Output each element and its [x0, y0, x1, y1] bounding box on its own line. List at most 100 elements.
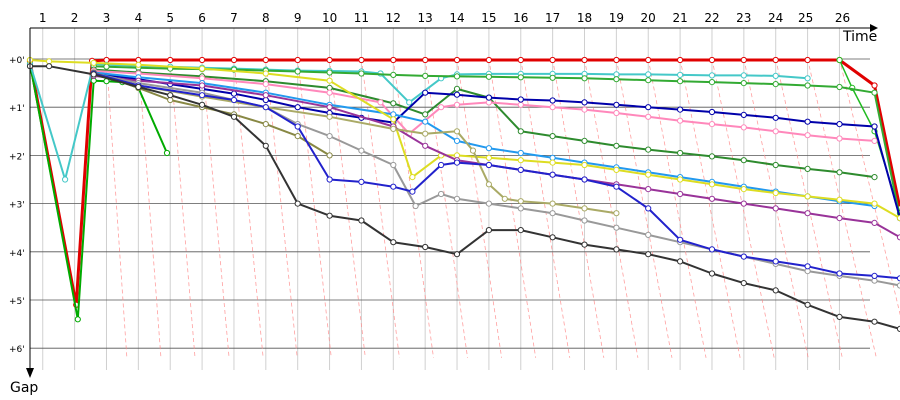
lap-label-4: 4 — [135, 11, 143, 25]
series-4-point-22 — [772, 81, 779, 88]
series-14-point-10 — [438, 161, 445, 169]
series-7-point-21 — [772, 114, 779, 121]
lap-guide-19 — [615, 58, 673, 358]
series-9-point-20 — [772, 189, 779, 197]
lap-guide-18 — [584, 58, 639, 358]
gap-tick-labels: +0' +1' +2' +3' +4' +5' +6' — [9, 56, 25, 355]
lap-guide-5 — [169, 58, 196, 358]
series-5-point-19 — [836, 169, 843, 176]
series-1-point-6 — [163, 149, 171, 157]
lap-label-25: 25 — [798, 11, 813, 25]
lap-label-18: 18 — [577, 11, 592, 25]
series-10-point-6 — [422, 142, 429, 149]
series-14-point-16 — [613, 183, 620, 190]
series-12-point-10 — [501, 195, 508, 202]
series-10-point-4 — [326, 104, 333, 111]
series-4-point-15 — [549, 74, 556, 81]
series-5-point-16 — [740, 157, 747, 164]
series-14-point-18 — [677, 236, 684, 243]
series-6-point-18 — [772, 128, 779, 135]
series-11-point-7 — [390, 161, 397, 169]
lap-guide-10 — [329, 58, 366, 358]
series-line-8 — [93, 71, 875, 207]
series-7-point-6 — [294, 104, 301, 111]
lap-label-6: 6 — [198, 11, 206, 25]
series-0-point-12 — [390, 56, 397, 64]
series-0-point-10 — [326, 56, 333, 64]
series-4-point-14 — [517, 74, 524, 81]
series-0-point-24 — [772, 56, 779, 64]
series-9-point-4 — [199, 65, 206, 72]
series-14-point-25 — [896, 275, 900, 282]
series-4-point-25 — [871, 89, 878, 96]
series-0-point-16 — [517, 56, 524, 64]
series-12-point-14 — [613, 210, 620, 217]
lap-guide-23 — [743, 58, 809, 358]
series-15-point-25 — [836, 313, 843, 320]
series-3-point-21 — [645, 71, 652, 78]
series-9-point-14 — [581, 161, 588, 169]
series-15-point-13 — [453, 251, 461, 258]
series-2-point-0 — [836, 56, 843, 64]
series-14-point-9 — [409, 188, 416, 195]
series-0-point-20 — [645, 56, 652, 64]
series-13-point-6 — [294, 133, 301, 140]
series-15-point-10 — [358, 217, 365, 224]
series-14-point-4 — [262, 104, 269, 111]
series-11-point-13 — [549, 210, 556, 217]
series-3-point-26 — [804, 75, 811, 82]
series-4-point-20 — [708, 79, 716, 86]
series-15-point-27 — [896, 325, 900, 332]
series-0-point-18 — [581, 56, 588, 64]
series-4-point-13 — [485, 73, 492, 80]
lap-label-24: 24 — [768, 11, 783, 25]
series-8-point-6 — [422, 118, 429, 125]
series-0-point-21 — [677, 56, 684, 64]
series-14-point-11 — [453, 159, 461, 166]
series-6-point-3 — [262, 81, 269, 88]
series-5-point-5 — [390, 100, 397, 107]
gap-label-5: +5' — [9, 297, 25, 307]
series-11-point-8 — [412, 202, 419, 210]
gap-label-0: +0' — [9, 56, 25, 66]
lap-label-26: 26 — [835, 11, 850, 25]
series-11-point-11 — [485, 200, 492, 207]
gap-label-4: +4' — [9, 249, 25, 259]
series-8-point-8 — [485, 145, 492, 152]
series-11-point-5 — [326, 133, 333, 140]
series-9 — [26, 56, 900, 222]
lap-label-9: 9 — [294, 11, 302, 25]
series-15-point-22 — [740, 280, 747, 287]
lap-guide-15 — [488, 58, 537, 358]
series-9-point-5 — [262, 70, 269, 77]
series-0-point-23 — [740, 56, 747, 64]
gap-label-1: +1' — [9, 104, 25, 114]
series-9-point-13 — [549, 159, 556, 166]
series-15-point-20 — [677, 258, 684, 265]
series-11-point-15 — [613, 224, 620, 231]
series-14-point-6 — [326, 176, 333, 183]
series-13-point-5 — [262, 121, 269, 128]
series-0-point-14 — [453, 56, 461, 64]
series-5-point-11 — [581, 137, 588, 144]
series-line-14 — [93, 72, 900, 280]
series-4-point-12 — [453, 73, 461, 80]
lap-guide-22 — [711, 58, 775, 358]
series-14-point-23 — [836, 270, 843, 277]
series-6-point-16 — [708, 121, 716, 128]
series-15-point-2 — [90, 71, 97, 78]
series-5-point-20 — [871, 174, 878, 181]
series-9-point-22 — [836, 196, 843, 203]
series-14 — [90, 70, 900, 282]
y-axis-arrow — [26, 368, 34, 378]
series-9-point-2 — [90, 59, 97, 67]
series-5-point-15 — [708, 153, 716, 160]
series-5-point-6 — [422, 111, 429, 118]
lap-label-22: 22 — [704, 11, 719, 25]
series-4-point-16 — [581, 75, 588, 82]
series-0-point-22 — [708, 56, 716, 64]
series-10-point-19 — [836, 215, 843, 222]
series-4-point-11 — [422, 72, 429, 80]
series-5-point-12 — [613, 142, 620, 149]
series-10-point-3 — [262, 92, 269, 99]
